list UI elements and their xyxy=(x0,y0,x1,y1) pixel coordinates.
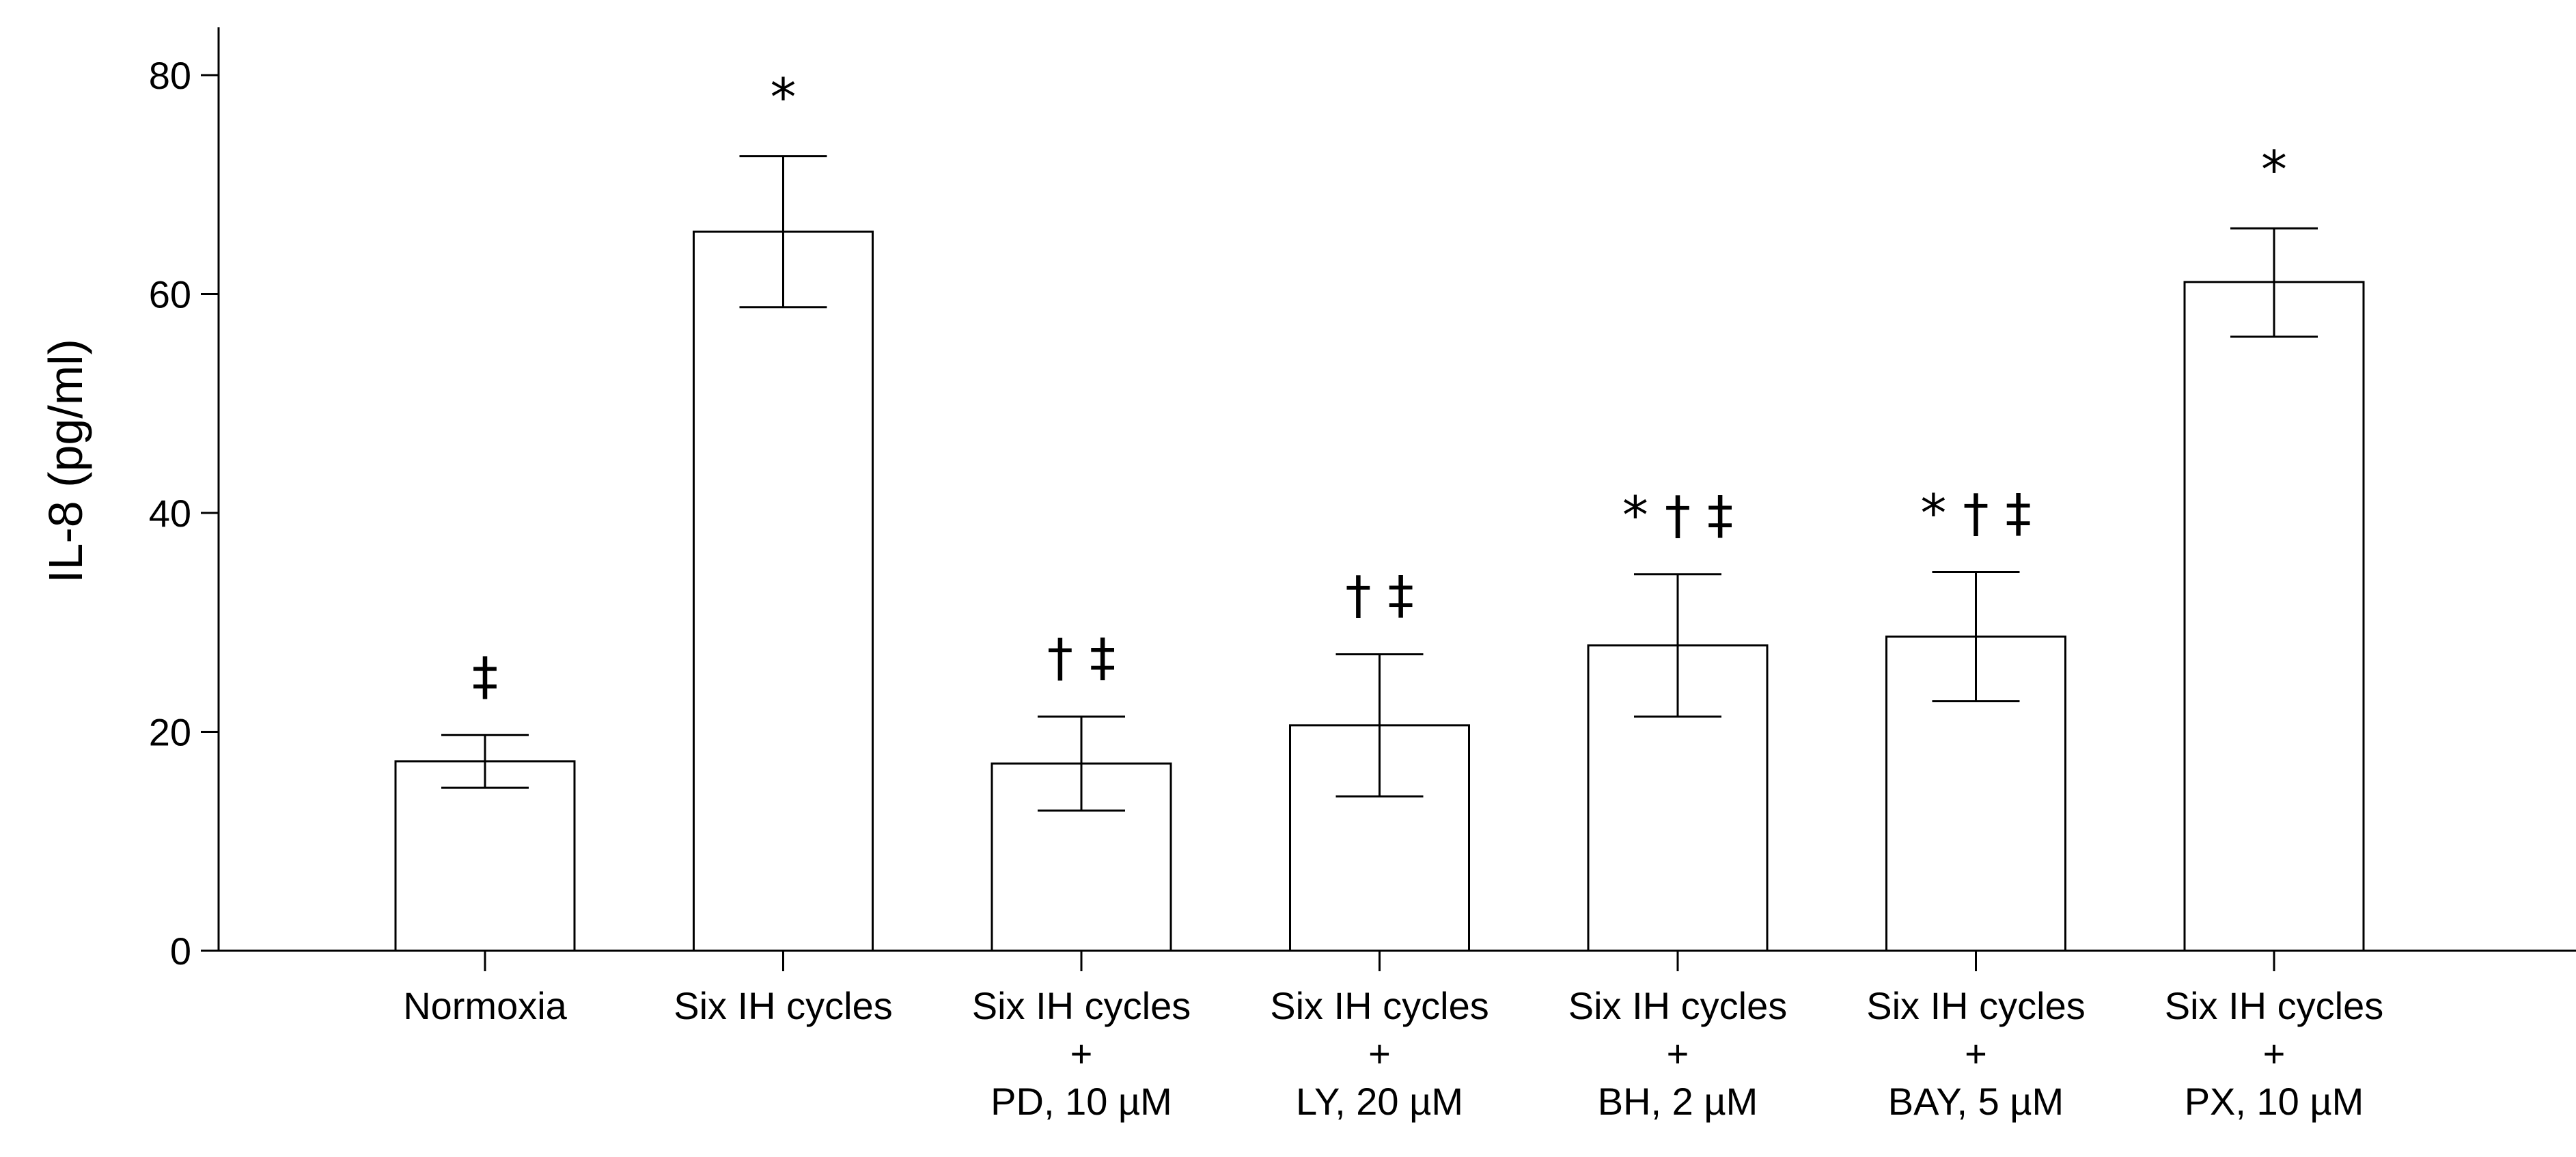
x-tick-label: Six IH cycles + PD, 10 µM xyxy=(972,984,1191,1123)
error-bar xyxy=(2230,227,2318,338)
significance-marker: † ‡ xyxy=(1047,627,1116,688)
error-bar xyxy=(739,155,827,309)
bars-layer xyxy=(394,230,2365,952)
significance-layer: ‡ * † ‡ † ‡ * † ‡ * † ‡ * xyxy=(472,67,2287,707)
error-bar xyxy=(1335,653,1424,798)
x-tick-label: Six IH cycles + PX, 10 µM xyxy=(2165,984,2384,1123)
error-bars-layer xyxy=(441,155,2318,812)
error-bar xyxy=(441,734,529,789)
significance-marker: ‡ xyxy=(472,645,498,706)
error-bar xyxy=(1932,571,2020,703)
significance-marker: * † ‡ xyxy=(1622,485,1733,546)
significance-marker: * xyxy=(2261,139,2287,199)
y-tick-label: 40 xyxy=(149,492,191,535)
bar xyxy=(693,230,874,952)
significance-marker: * † ‡ xyxy=(1920,483,2031,544)
bar xyxy=(394,760,576,952)
y-tick-label: 80 xyxy=(149,54,191,97)
significance-marker: † ‡ xyxy=(1345,565,1413,626)
x-tick-label: Six IH cycles + LY, 20 µM xyxy=(1270,984,1489,1123)
category-labels-layer: Normoxia Six IH cycles Six IH cycles + PD, 1… xyxy=(403,984,2383,1123)
y-tick-label: 60 xyxy=(149,273,191,316)
bar xyxy=(2183,281,2365,952)
error-bar xyxy=(1634,573,1721,718)
y-tick-label: 0 xyxy=(170,930,191,973)
x-tick-label: Normoxia xyxy=(403,984,567,1027)
y-axis-title: IL-8 (pg/ml) xyxy=(39,339,92,583)
x-tick-label: Six IH cycles xyxy=(674,984,893,1027)
x-tick-label: Six IH cycles + BAY, 5 µM xyxy=(1866,984,2086,1123)
x-tick-label: Six IH cycles + BH, 2 µM xyxy=(1568,984,1788,1123)
significance-marker: * xyxy=(771,67,797,128)
error-bar xyxy=(1038,715,1125,812)
y-tick-label: 20 xyxy=(149,711,191,754)
axes-layer: 0 20 40 60 80 xyxy=(149,27,2576,973)
